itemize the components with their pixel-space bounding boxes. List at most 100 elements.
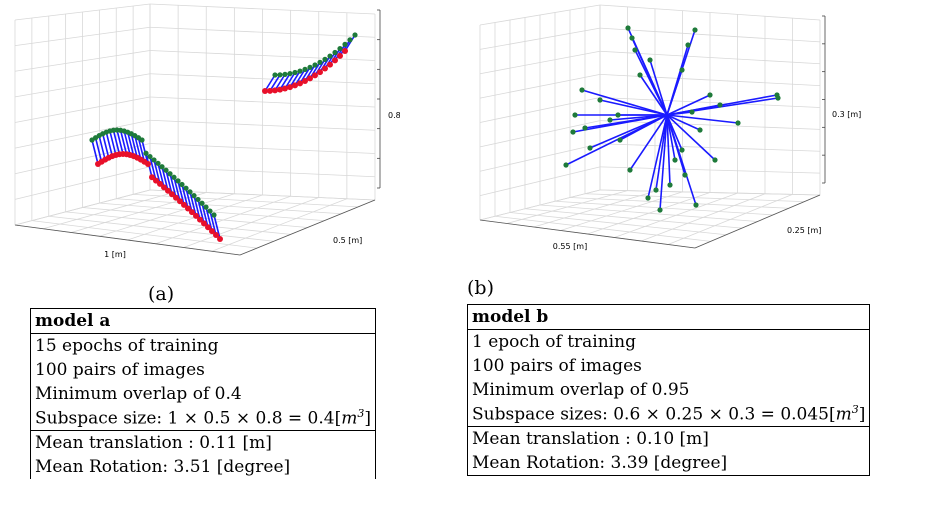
vector-line [169,173,177,198]
point-pred [637,72,643,78]
table-header-b: model b [466,304,871,330]
vector-line [279,73,291,91]
vector-line [177,180,185,206]
axis-edge [694,194,821,249]
vector-line [647,114,668,199]
point-true [292,82,298,89]
vectors-a [91,34,356,240]
caption-b: (b) [467,277,494,299]
point-pred [139,137,145,143]
grid-line [641,193,766,242]
vector-line [304,64,316,82]
table-row-a: Minimum overlap of 0.4 [30,382,376,406]
table-result-b: Mean Rotation: 3.39 [degree] [466,451,871,476]
vector-line [655,114,668,191]
vector-line [581,89,668,116]
vector-line [105,131,114,157]
axis-edge [479,219,696,249]
vector-line [149,156,157,181]
grid-line [479,27,601,50]
grid-line [614,192,738,238]
point-true [317,69,323,76]
point-pred [199,200,205,206]
point-pred [307,64,313,70]
vector-line [98,135,106,160]
grid-a [14,3,381,256]
point-pred [342,41,348,47]
vector-line [209,210,217,236]
point-true [149,174,155,181]
point-true [287,84,293,91]
table-model-b: model b 1 epoch of training 100 pairs of… [466,304,871,476]
point-pred [287,70,293,77]
vector-line [344,34,356,52]
point-pred [272,72,278,78]
point-true [197,216,203,223]
vector-line [119,130,128,155]
point-true [181,201,187,208]
grid-line [599,97,821,108]
plot-b: 0.55 [m] 0.25 [m] 0.3 [m] [479,4,861,251]
point-pred [171,174,177,180]
vector-line [134,135,142,160]
vector-line [666,114,683,151]
point-pred [352,32,358,38]
vector-line [123,130,131,156]
vector-line [629,114,668,171]
point-pred [579,87,585,93]
point-pred [657,207,663,213]
point-pred [282,71,288,77]
point-pred [143,150,149,156]
grid-line [554,200,774,216]
vector-line [666,111,693,116]
point-pred [292,69,298,76]
vector-line [666,69,683,116]
vector-line [584,114,668,129]
point-pred [347,37,353,43]
table-model-a: model a 15 epochs of training 100 pairs … [30,308,376,479]
point-true [277,86,283,93]
point-pred [693,202,699,208]
point-true [201,220,207,227]
point-pred [717,102,723,108]
x-axis-label-b: 0.55 [m] [553,242,587,251]
point-pred [697,127,703,133]
table-result-a: Mean Rotation: 3.51 [degree] [30,455,376,479]
vector-line [189,191,197,217]
point-true [213,232,219,239]
grid-line [479,97,601,123]
table-row-a-subspace: Subspace size: 1 × 0.5 × 0.8 = 0.4[m3] [30,406,376,431]
table-row-a: 100 pairs of images [30,358,376,382]
vector-line [101,133,110,158]
point-true [177,198,183,205]
grid-line [183,197,319,248]
table-result-a: Mean translation : 0.11 [m] [30,430,376,455]
point-true [173,194,179,201]
point-pred [191,193,197,199]
vector-line [666,114,676,161]
table-row-b: 100 pairs of images [466,354,871,378]
point-true [327,61,333,68]
point-true [337,52,343,59]
point-pred [682,172,688,178]
vector-line [205,206,213,232]
point-true [205,224,211,231]
grid-line [14,3,151,21]
point-true [193,212,199,219]
grid-line [211,198,348,252]
grid-line [599,73,821,87]
point-pred [627,167,633,173]
grid-line [155,195,291,245]
point-pred [211,212,217,218]
vector-line [269,74,281,92]
point-pred [679,67,685,73]
point-true [312,72,318,79]
z-axis-label-a: 0.8 [m] [388,111,400,120]
vector-line [339,39,351,57]
vector-line [264,74,276,92]
vector-line [197,199,205,224]
grid-line [667,194,793,245]
vector-line [639,74,668,116]
vector-line [173,177,181,202]
point-true [161,184,167,191]
